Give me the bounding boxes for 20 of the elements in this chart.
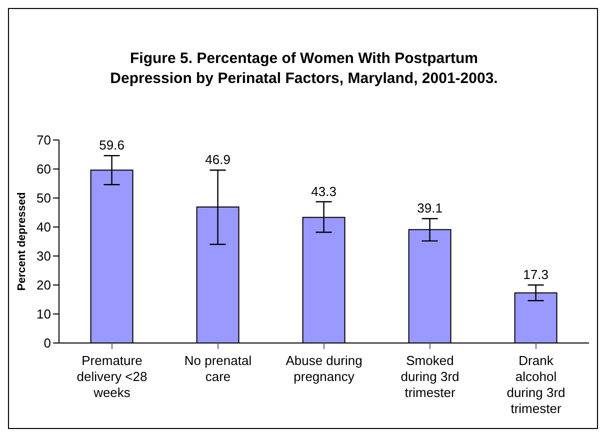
data-label: 17.3 (523, 267, 548, 282)
x-tick-label: No prenatal care (184, 353, 252, 384)
y-tick-label: 20 (36, 278, 51, 293)
x-tick-label: Premature delivery <28 weeks (76, 353, 148, 400)
data-label: 43.3 (311, 184, 336, 199)
y-tick-label: 50 (36, 190, 51, 206)
y-axis-title: Percent depressed (16, 192, 28, 291)
data-label: 59.6 (99, 138, 124, 153)
chart-title: Figure 5. Percentage of Women With Postpartum Depression by Perinatal Factors, Maryland, 2001-2003. (109, 49, 499, 89)
y-tick-label: 70 (36, 132, 51, 148)
y-tick-label: 30 (36, 248, 51, 264)
y-tick-label: 40 (36, 220, 51, 235)
x-tick-label: Abuse during pregnancy (286, 353, 362, 384)
y-tick-label: 0 (44, 336, 51, 351)
data-label: 46.9 (205, 152, 230, 168)
x-tick-label: Smoked during 3rd trimester (400, 353, 460, 400)
x-tick-label: Drank alcohol during 3rd trimester (506, 353, 566, 416)
y-tick-label: 60 (36, 162, 51, 177)
data-label: 39.1 (417, 200, 442, 216)
y-tick-label: 10 (36, 306, 51, 322)
